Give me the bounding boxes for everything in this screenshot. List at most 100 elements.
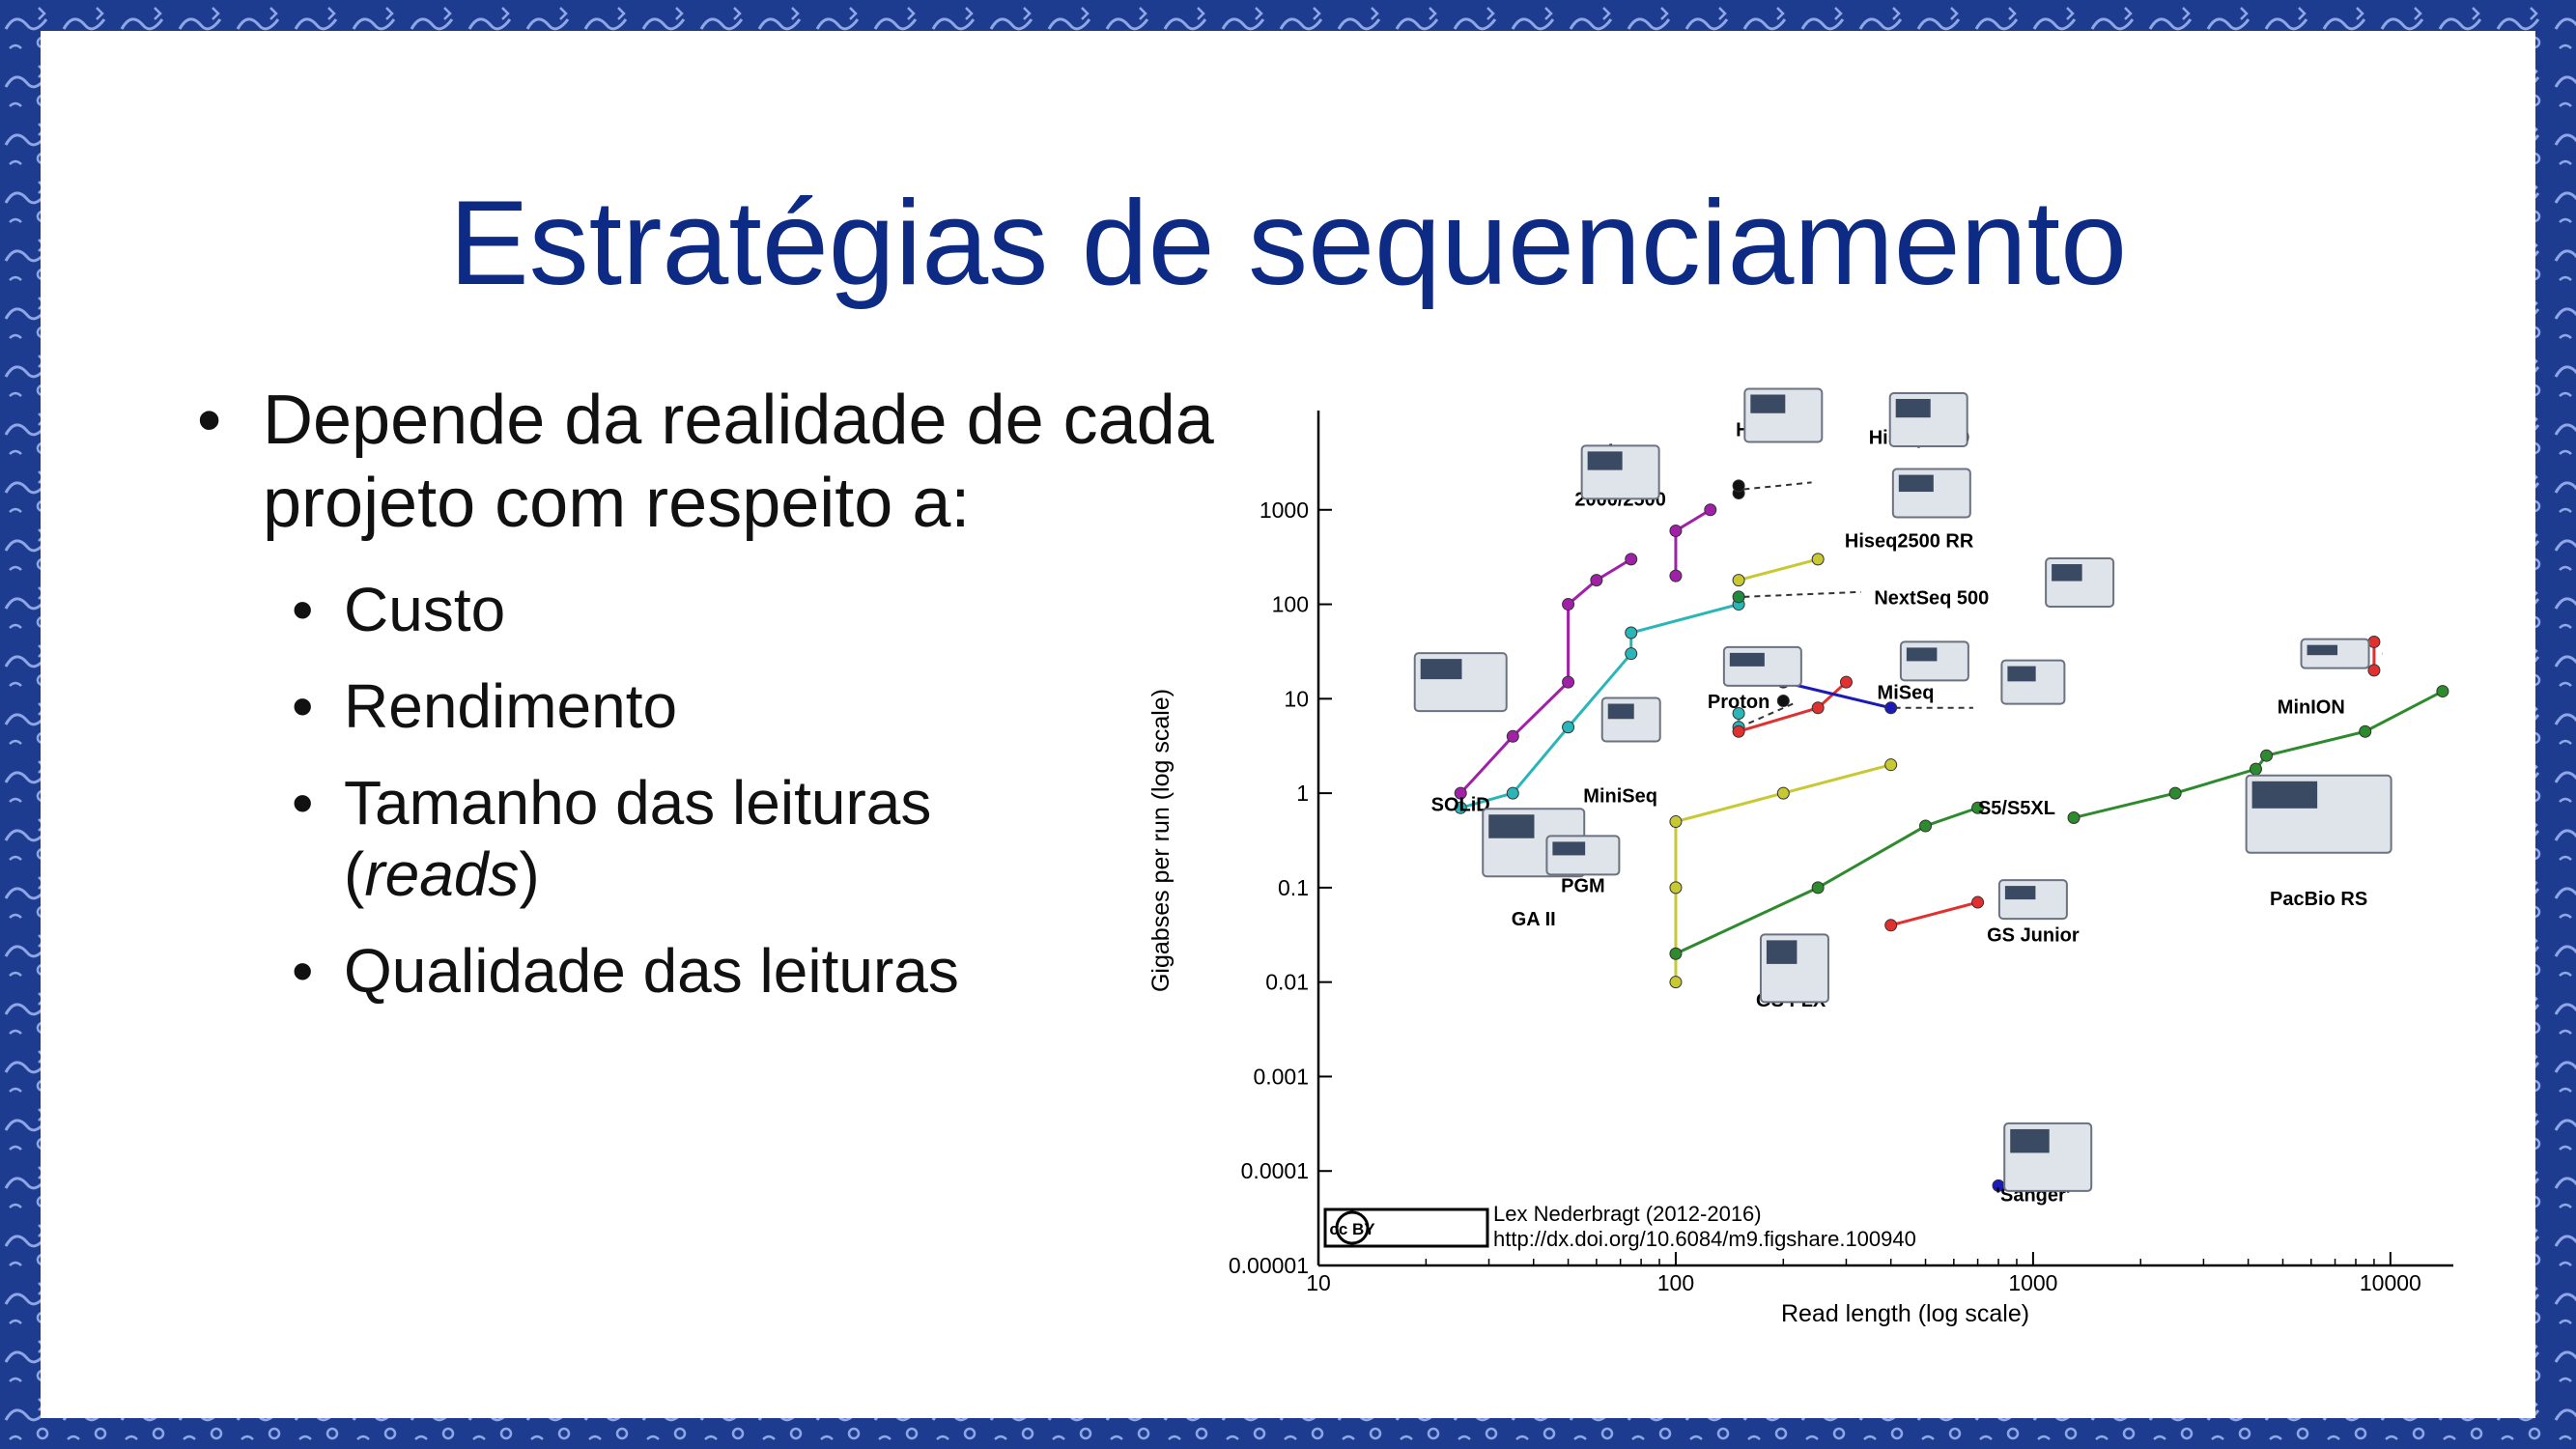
sub-bullet-text: Tamanho das leituras (344, 768, 932, 838)
instrument-panel (1488, 814, 1535, 838)
credit-box: cc BY Lex Nederbragt (2012-2016) http://… (1323, 1202, 1916, 1251)
sub-bullet-text: Rendimento (344, 671, 678, 741)
license-badge: cc BY (1329, 1220, 1375, 1238)
machine-label: S5/S5XL (1978, 798, 2055, 819)
data-point (1669, 976, 1683, 989)
machine-label: NextSeq 500 (1874, 588, 1989, 610)
machine-label: MinION (2278, 696, 2345, 718)
data-point (2367, 635, 2381, 648)
bullet-item-main: • Depende da realidade de cada projeto c… (156, 379, 1219, 545)
bullet-dot: • (197, 382, 222, 459)
y-tick-label: 10 (1284, 686, 1309, 711)
data-point (2067, 810, 2081, 824)
slide-title: Estratégias de sequenciamento (448, 177, 2128, 310)
x-tick-label: 10000 (2360, 1270, 2421, 1295)
data-point (1704, 503, 1717, 517)
data-point (1625, 553, 1638, 566)
series-line (1459, 603, 1740, 810)
data-point (2359, 724, 2372, 738)
bullet-list: • Depende da realidade de cada projeto c… (156, 379, 1219, 1007)
instrument-panel (1729, 652, 1765, 667)
sequencing-chart: 10 100 1000 10000 0.00001 0.0001 0.001 0.01 0.1 1… (1147, 387, 2453, 1327)
connector-line (1743, 481, 1812, 491)
data-point (1562, 598, 1575, 611)
y-tick-label: 0.1 (1278, 875, 1309, 900)
data-point (1669, 881, 1683, 895)
sub-bullet-dot: • (292, 671, 314, 741)
y-tick-label: 0.001 (1253, 1064, 1309, 1089)
x-tick-label: 1000 (2008, 1270, 2057, 1295)
data-point (1590, 574, 1603, 587)
instrument-panel (2052, 564, 2082, 582)
instrument-panel (2004, 886, 2036, 900)
reads-italic: reads (364, 839, 520, 909)
data-point (1562, 675, 1575, 689)
data-point (1625, 626, 1638, 639)
machine-label: Hiseq2500 RR (1845, 531, 1974, 553)
data-point (2367, 664, 2381, 677)
data-point (1669, 524, 1683, 537)
y-tick-label: 0.00001 (1229, 1253, 1309, 1278)
paren-close: ) (519, 839, 540, 909)
y-tick-label: 0.0001 (1241, 1158, 1309, 1183)
sub-bullet-dot: • (292, 936, 314, 1006)
data-point (1884, 758, 1898, 772)
series-line (1738, 557, 1819, 582)
data-point (1506, 786, 1519, 800)
instrument-panel (1895, 398, 1931, 418)
instrument-panel (1898, 474, 1934, 493)
machine-label: Proton (1708, 692, 1769, 713)
data-point (1971, 801, 1985, 814)
sub-bullet-dot: • (292, 575, 314, 644)
paren-open: ( (344, 839, 365, 909)
data-point (2436, 685, 2449, 698)
machine-label: PacBio RS (2270, 889, 2367, 910)
sub-bullet-tamanho: • Tamanho das leituras (reads) (156, 767, 1219, 910)
sub-bullet-rendimento: • Rendimento (156, 670, 1219, 742)
credit-text: Lex Nederbragt (2012-2016) (1493, 1202, 1762, 1226)
instrument-panel (2007, 666, 2036, 682)
data-point (1811, 881, 1825, 895)
machine-label: MiniSeq (1583, 786, 1657, 808)
data-point (1776, 695, 1790, 708)
data-point (1669, 815, 1683, 829)
data-point (1839, 675, 1853, 689)
x-tick-label: 100 (1657, 1270, 1694, 1295)
y-tick-label: 0.01 (1265, 970, 1309, 995)
instrument-panel (1552, 841, 1586, 856)
machine-label: PGM (1561, 875, 1605, 896)
sub-bullet-text: Qualidade das leituras (344, 936, 959, 1006)
data-point (1776, 786, 1790, 800)
data-point (1971, 895, 1985, 909)
data-point (1454, 786, 1467, 800)
data-point (1732, 479, 1745, 493)
y-tick-label: 1 (1296, 781, 1309, 806)
x-axis-label: Read length (log scale) (1781, 1300, 2029, 1327)
y-axis-label: Gigabses per run (log scale) (1147, 689, 1175, 992)
series-line (2073, 690, 2444, 819)
machine-label: SOLiD (1431, 794, 1490, 815)
data-point (1732, 574, 1745, 587)
instrument-panel (2307, 644, 2338, 656)
data-point (1625, 647, 1638, 661)
data-point (1732, 724, 1745, 738)
connector-line (1748, 701, 1796, 724)
data-point (1732, 590, 1745, 604)
series-line (1890, 900, 1978, 927)
data-point (2249, 762, 2262, 776)
data-point (1884, 919, 1898, 932)
sub-bullet-custo: • Custo (156, 574, 1219, 645)
instrument-panel (1420, 659, 1462, 680)
chart-axes: 10 100 1000 10000 0.00001 0.0001 0.001 0.01 0.1 1… (1147, 411, 2453, 1327)
sub-bullet-dot: • (292, 768, 314, 838)
credit-url: http://dx.doi.org/10.6084/m9.figshare.10… (1493, 1227, 1916, 1251)
instrument-panel (1607, 703, 1634, 720)
series-line (1675, 806, 1979, 955)
series-line (1459, 557, 1632, 795)
data-point (1506, 729, 1519, 743)
instrument-panel (1587, 451, 1623, 470)
series-line (1674, 508, 1712, 577)
data-point (2168, 786, 2182, 800)
data-point (1919, 819, 1933, 833)
